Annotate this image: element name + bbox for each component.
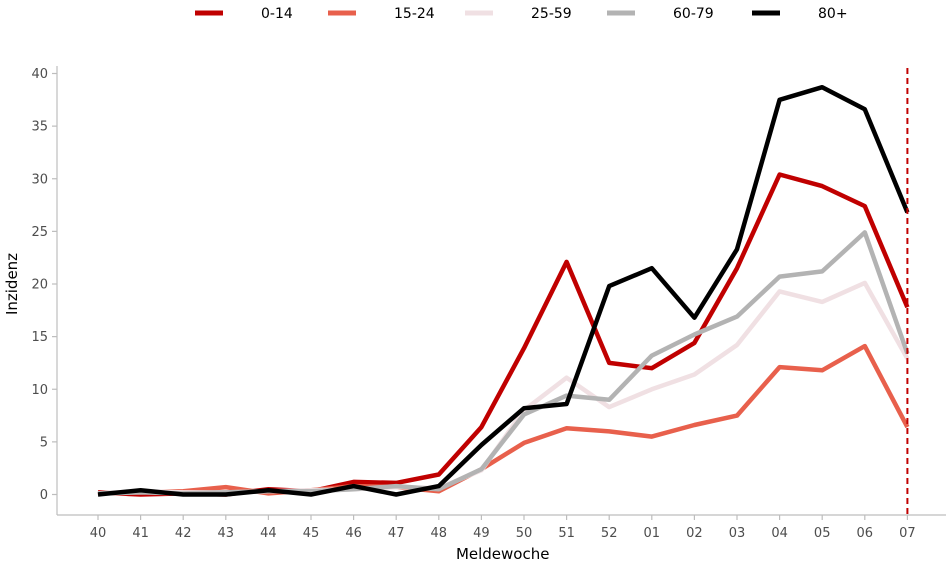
x-tick-label: 04 [771, 526, 788, 541]
legend: 0-14 15-24 25-59 60-79 80+ [195, 6, 848, 22]
y-ticks: 0 5 10 15 20 25 30 35 40 [31, 67, 57, 503]
y-tick-label: 25 [31, 225, 48, 240]
x-tick-label: 50 [516, 526, 533, 541]
y-tick-label: 10 [31, 383, 48, 398]
x-tick-label: 43 [218, 526, 235, 541]
x-tick-label: 41 [132, 526, 149, 541]
x-ticks: 40 41 42 43 44 45 46 47 48 49 50 51 52 01 02 03 04 05 06 07 [90, 515, 916, 541]
x-tick-label: 47 [388, 526, 405, 541]
x-tick-label: 01 [644, 526, 661, 541]
x-tick-label: 49 [473, 526, 490, 541]
x-tick-label: 40 [90, 526, 107, 541]
y-tick-label: 30 [31, 172, 48, 187]
x-tick-label: 03 [729, 526, 746, 541]
y-tick-label: 35 [31, 120, 48, 135]
x-tick-label: 07 [899, 526, 916, 541]
series-line-4 [97, 84, 910, 497]
legend-label-1: 15-24 [394, 6, 435, 22]
y-tick-label: 15 [31, 330, 48, 345]
y-tick-label: 20 [31, 278, 48, 293]
series-lines [97, 84, 910, 497]
legend-label-4: 80+ [818, 6, 848, 22]
x-tick-label: 02 [686, 526, 703, 541]
x-tick-label: 51 [558, 526, 575, 541]
x-tick-label: 46 [345, 526, 362, 541]
legend-label-0: 0-14 [261, 6, 293, 22]
x-tick-label: 48 [431, 526, 448, 541]
x-tick-label: 06 [857, 526, 874, 541]
series-line-0 [97, 172, 910, 497]
y-tick-label: 5 [40, 435, 48, 450]
x-tick-label: 44 [260, 526, 277, 541]
series-line-1 [97, 343, 910, 496]
y-axis-title: Inzidenz [3, 253, 21, 315]
y-tick-label: 40 [31, 67, 48, 82]
x-tick-label: 05 [814, 526, 831, 541]
x-tick-label: 45 [303, 526, 320, 541]
legend-label-3: 60-79 [673, 6, 714, 22]
x-tick-label: 42 [175, 526, 192, 541]
x-tick-label: 52 [601, 526, 618, 541]
y-tick-label: 0 [40, 488, 48, 503]
legend-label-2: 25-59 [531, 6, 572, 22]
x-axis-title: Meldewoche [456, 545, 550, 563]
